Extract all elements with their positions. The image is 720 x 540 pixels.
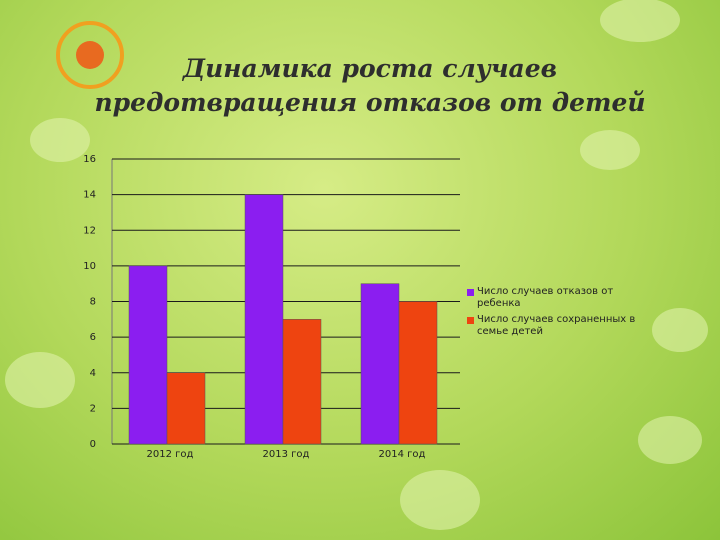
x-tick-label: 2012 год	[147, 449, 194, 460]
x-tick-label: 2013 год	[263, 449, 310, 460]
legend-item: Число случаев сохраненных в семье детей	[467, 314, 637, 338]
bar	[128, 265, 168, 445]
y-tick-label: 10	[83, 261, 96, 272]
y-tick-label: 8	[90, 297, 96, 308]
y-tick-label: 14	[83, 190, 96, 201]
chart-title: Динамика роста случаев предотвращения от…	[94, 54, 646, 117]
legend-label: Число случаев отказов от ребенка	[477, 286, 614, 309]
legend-item: Число случаев отказов от ребенка	[467, 286, 637, 310]
legend-label: Число случаев сохраненных в семье детей	[477, 314, 636, 337]
bar	[360, 283, 400, 445]
decoration	[5, 0, 708, 530]
bar	[282, 319, 322, 445]
legend-swatch	[467, 317, 474, 324]
bar	[244, 194, 284, 445]
x-tick-label: 2014 год	[379, 449, 426, 460]
legend-swatch	[467, 289, 474, 296]
y-tick-label: 12	[83, 225, 96, 236]
bar	[166, 372, 206, 445]
bar	[398, 301, 438, 445]
y-tick-label: 2	[90, 403, 96, 414]
logo	[56, 21, 124, 89]
y-tick-label: 4	[90, 368, 96, 379]
y-tick-label: 16	[83, 154, 96, 165]
y-tick-label: 6	[90, 332, 96, 343]
y-tick-label: 0	[90, 439, 96, 450]
